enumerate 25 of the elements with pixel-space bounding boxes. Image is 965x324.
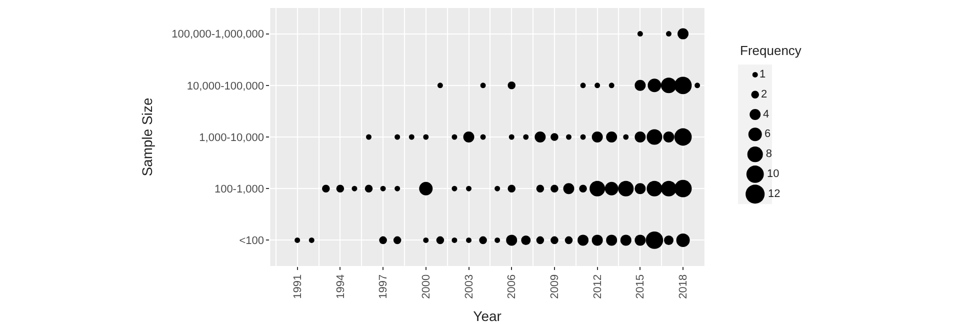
x-tick-label: 1997 xyxy=(378,274,390,299)
y-tick-label: 100,000-1,000,000 xyxy=(172,28,264,41)
legend-label: 4 xyxy=(762,108,770,120)
legend-label: 6 xyxy=(764,128,771,140)
x-tick-label: 1991 xyxy=(292,274,304,299)
y-tick-label: 10,000-100,000 xyxy=(186,80,264,92)
x-tick-label: 2000 xyxy=(420,274,432,299)
x-tick-label: 2009 xyxy=(549,274,562,299)
legend-label: 1 xyxy=(760,68,766,80)
legend-label: 8 xyxy=(766,148,772,160)
y-tick-label: 1,000-10,000 xyxy=(199,132,264,144)
legend-label: 10 xyxy=(766,168,780,180)
y-tick-label: 100-1,000 xyxy=(214,183,264,196)
legend-label: 2 xyxy=(760,88,768,100)
y-tick-label: <100 xyxy=(239,235,264,248)
x-tick-label: 2012 xyxy=(592,274,604,299)
legend-label: 12 xyxy=(768,188,780,200)
x-axis-title: Year xyxy=(473,308,502,324)
x-tick-label: 2003 xyxy=(463,274,476,299)
y-axis-title: Sample Size xyxy=(139,97,156,176)
x-tick-label: 2006 xyxy=(506,274,518,299)
x-tick-label: 2018 xyxy=(678,274,690,299)
legend-title: Frequency xyxy=(740,43,802,58)
x-tick-label: 2015 xyxy=(634,274,647,299)
x-tick-label: 1994 xyxy=(334,274,347,299)
